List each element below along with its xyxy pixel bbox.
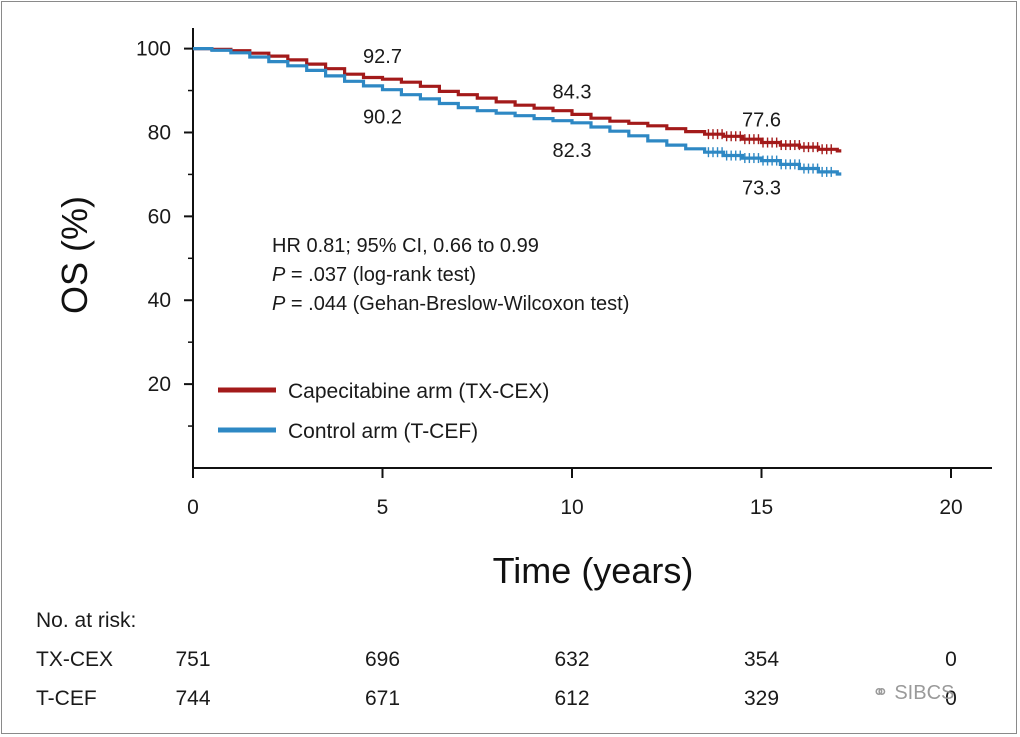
at-risk-value: 329 [744,687,779,710]
at-risk-value: 354 [744,648,779,671]
curve-control [193,47,842,176]
y-axis-title: OS (%) [54,196,95,314]
logrank-p-text: P = .037 (log-rank test) [272,264,476,286]
legend-label-control: Control arm (T-CEF) [288,420,478,443]
gehan-p-text: P = .044 (Gehan-Breslow-Wilcoxon test) [272,293,629,315]
y-tick-label: 40 [148,289,171,312]
x-tick-label: 15 [750,496,773,519]
x-tick-label: 20 [939,496,962,519]
watermark-text: SIBCS [894,682,955,704]
at-risk-title: No. at risk: [36,609,136,632]
data-label-84-3: 84.3 [553,81,592,103]
survival-curves [193,47,842,177]
at-risk-value: 744 [175,687,210,710]
at-risk-row-label-txcex: TX-CEX [36,648,113,671]
data-label-73-3: 73.3 [742,178,781,200]
wechat-icon: ⚭ [872,682,889,704]
at-risk-values: 751 696 632 354 0 744 671 612 329 0 [175,648,956,710]
x-tick-label: 0 [187,496,199,519]
hazard-ratio-text: HR 0.81; 95% CI, 0.66 to 0.99 [272,235,539,257]
curve-capecitabine [193,47,842,153]
y-tick-label: 20 [148,373,171,396]
at-risk-value: 671 [365,687,400,710]
legend-label-capecitabine: Capecitabine arm (TX-CEX) [288,380,549,403]
at-risk-value: 632 [554,648,589,671]
data-label-77-6: 77.6 [742,110,781,132]
x-tick-label: 5 [377,496,389,519]
at-risk-value: 0 [945,648,957,671]
stats-block: HR 0.81; 95% CI, 0.66 to 0.99 P = .037 (… [272,235,629,315]
at-risk-value: 612 [554,687,589,710]
watermark: ⚭ SIBCS [872,680,954,705]
data-labels: 92.7 90.2 84.3 82.3 77.6 73.3 [363,46,781,199]
y-tick-label: 80 [148,121,171,144]
at-risk-value: 751 [175,648,210,671]
axes: 20 40 60 80 100 0 5 10 15 20 [136,28,992,519]
data-label-90-2: 90.2 [363,107,402,129]
at-risk-table: No. at risk: TX-CEX T-CEF 751 696 632 354 07… [36,609,957,710]
at-risk-value: 696 [365,648,400,671]
data-label-92-7: 92.7 [363,46,402,68]
y-tick-label: 60 [148,205,171,228]
x-tick-label: 10 [560,496,583,519]
at-risk-row-label-tcef: T-CEF [36,687,97,710]
at-risk-value: 0 [945,687,957,710]
legend: Capecitabine arm (TX-CEX) Control arm (T… [218,380,549,443]
x-axis-title: Time (years) [493,550,694,591]
data-label-82-3: 82.3 [553,140,592,162]
y-tick-label: 100 [136,38,171,61]
